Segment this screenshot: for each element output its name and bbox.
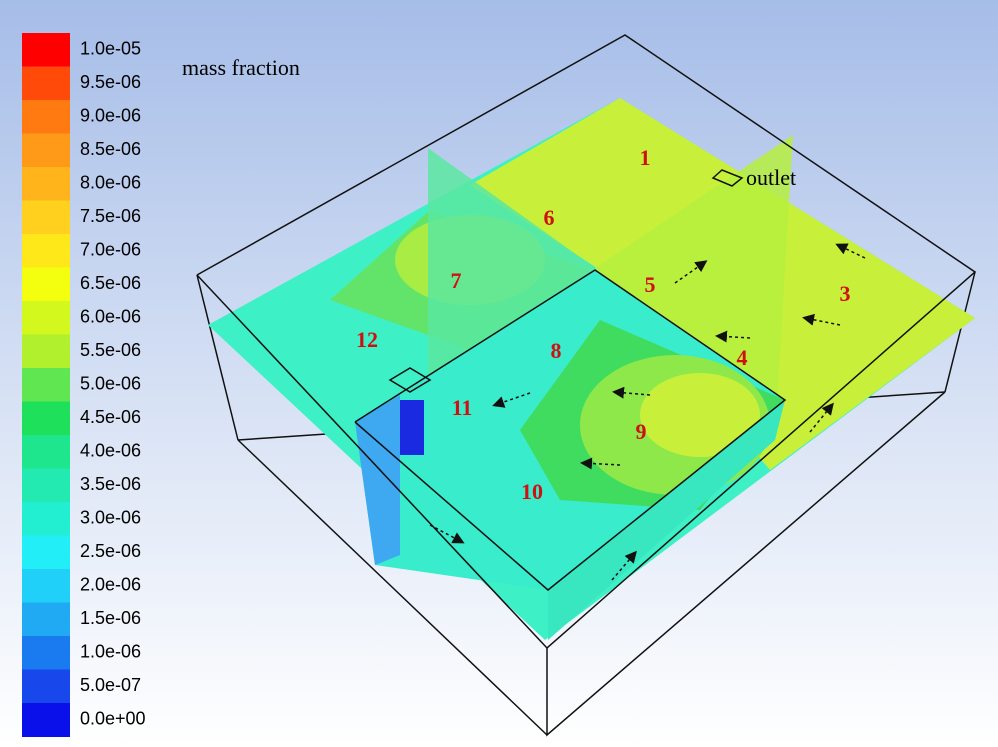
colorbar-label: 3.5e-06	[80, 474, 141, 494]
colorbar-label: 5.0e-07	[80, 675, 141, 695]
flow-arrow	[429, 524, 465, 544]
region-label: 12	[356, 327, 378, 352]
colorbar-label: 1.5e-06	[80, 608, 141, 628]
colorbar-label: 1.0e-05	[80, 39, 141, 59]
colorbar-label: 9.0e-06	[80, 106, 141, 126]
region-label: 5	[645, 272, 656, 297]
colorbar-label: 9.5e-06	[80, 72, 141, 92]
region-label: 3	[840, 281, 851, 306]
colorbar-band	[22, 569, 70, 603]
outlet	[711, 169, 744, 187]
colorbar-band	[22, 33, 70, 67]
colorbar-label: 7.0e-06	[80, 240, 141, 260]
colorbar-label: 4.5e-06	[80, 407, 141, 427]
flow-arrow	[674, 260, 708, 284]
colorbar-label: 7.5e-06	[80, 206, 141, 226]
region-label: 1	[640, 145, 651, 170]
colorbar-label: 4.0e-06	[80, 441, 141, 461]
region-label: 11	[452, 395, 473, 420]
outlet-label: outlet	[746, 165, 796, 190]
plane-edge	[354, 269, 787, 591]
box-edge	[237, 439, 548, 736]
box-edge	[944, 271, 976, 393]
colorbar-band	[22, 167, 70, 201]
flow-arrow	[835, 243, 866, 259]
colorbar-label: 1.0e-06	[80, 642, 141, 662]
colorbar-band	[22, 200, 70, 235]
inlet	[388, 367, 432, 393]
colorbar-label: 6.0e-06	[80, 307, 141, 327]
region-label: 6	[544, 205, 555, 230]
flow-arrow	[580, 457, 621, 470]
colorbar-band	[22, 133, 70, 168]
colorbar-band	[22, 535, 70, 570]
colorbar: 1.0e-05 9.5e-06 9.0e-06 8.5e-06 8.0e-06 7.5e-…	[22, 33, 146, 737]
colorbar-band	[22, 669, 70, 704]
colorbar-band	[22, 66, 70, 101]
colorbar-label: 2.0e-06	[80, 575, 141, 595]
colorbar-band	[22, 636, 70, 670]
colorbar-band	[22, 267, 70, 302]
flow-arrow	[492, 392, 531, 408]
front-plane	[548, 400, 785, 640]
box-edge	[196, 274, 239, 441]
colorbar-band	[22, 334, 70, 369]
colorbar-band	[22, 502, 70, 536]
contour-zone	[355, 395, 400, 565]
colorbar-label: 5.0e-06	[80, 374, 141, 394]
region-label: 8	[551, 338, 562, 363]
region-label: 7	[451, 268, 462, 293]
colorbar-label: 2.5e-06	[80, 541, 141, 561]
colorbar-band	[22, 368, 70, 402]
colorbar-label: 6.5e-06	[80, 273, 141, 293]
colorbar-label: 5.5e-06	[80, 340, 141, 360]
colorbar-label: 3.0e-06	[80, 508, 141, 528]
colorbar-band	[22, 602, 70, 637]
flow-arrow	[715, 330, 751, 343]
region-label: 4	[737, 345, 748, 370]
colorbar-label: 0.0e+00	[80, 709, 146, 729]
colorbar-title: mass fraction	[182, 55, 300, 80]
colorbar-band	[22, 234, 70, 268]
colorbar-band	[22, 703, 70, 737]
colorbar-band	[22, 301, 70, 335]
colorbar-band	[22, 401, 70, 436]
colorbar-band	[22, 435, 70, 469]
region-label: 9	[636, 419, 647, 444]
colorbar-band	[22, 100, 70, 134]
region-label: 10	[521, 479, 543, 504]
source	[400, 400, 424, 455]
region-labels: 1 3 4 5 6 7 8 9 10 11 12	[356, 145, 851, 504]
contour-zone	[640, 373, 760, 457]
box-edge	[196, 34, 977, 650]
colorbar-label: 8.5e-06	[80, 139, 141, 159]
colorbar-band	[22, 468, 70, 503]
colorbar-label: 8.0e-06	[80, 173, 141, 193]
